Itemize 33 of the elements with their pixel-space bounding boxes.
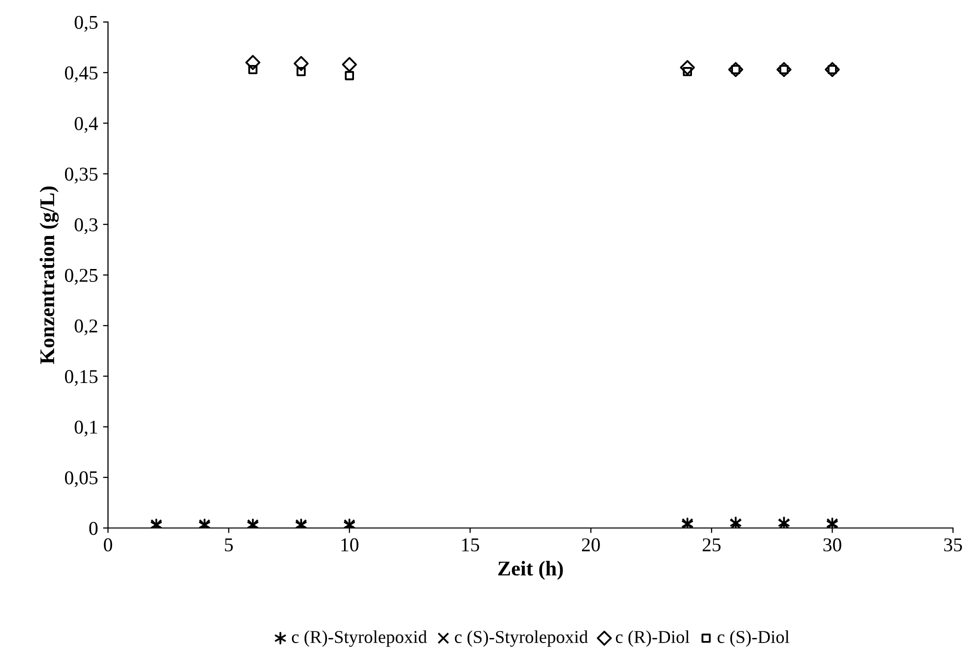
- point: [728, 62, 744, 78]
- x-tick-label: 10: [341, 538, 358, 552]
- point: [344, 71, 354, 80]
- x-tick-label: 5: [224, 538, 233, 552]
- y-tick-label: 0,3: [74, 218, 98, 234]
- y-tick-label: 0,4: [74, 117, 98, 133]
- legend-label: c (R)-Diol: [616, 630, 690, 647]
- point: [342, 57, 357, 72]
- point: [245, 54, 260, 70]
- x-tick-label: 30: [823, 538, 842, 552]
- x-tick-label: 25: [702, 538, 721, 552]
- x-axis-title: Zeit (h): [498, 560, 563, 580]
- y-tick-label: 0,25: [64, 268, 98, 285]
- y-tick-label: 0,5: [74, 16, 98, 32]
- y-tick-label: 0,05: [64, 471, 98, 488]
- y-tick-label: 0: [89, 522, 98, 535]
- legend-label: c (S)-Styrolepoxid: [454, 630, 588, 647]
- x-tick-label: 0: [104, 538, 112, 552]
- x-tick-label: 15: [462, 538, 480, 552]
- y-tick-label: 0,15: [64, 370, 98, 386]
- x-tick-label: 20: [582, 538, 600, 552]
- y-axis-title: Konzentration (g/L): [40, 186, 59, 364]
- point: [296, 67, 306, 76]
- y-tick-label: 0,45: [64, 66, 98, 82]
- point: [248, 64, 258, 74]
- legend-label: c (S)-Diol: [718, 630, 790, 647]
- x-tick-label: 35: [944, 538, 962, 552]
- y-tick-label: 0,2: [74, 319, 98, 336]
- point: [294, 56, 309, 71]
- y-tick-label: 0,1: [74, 420, 98, 437]
- point: [776, 62, 792, 78]
- point: [680, 60, 695, 76]
- y-tick-label: 0,35: [64, 168, 98, 184]
